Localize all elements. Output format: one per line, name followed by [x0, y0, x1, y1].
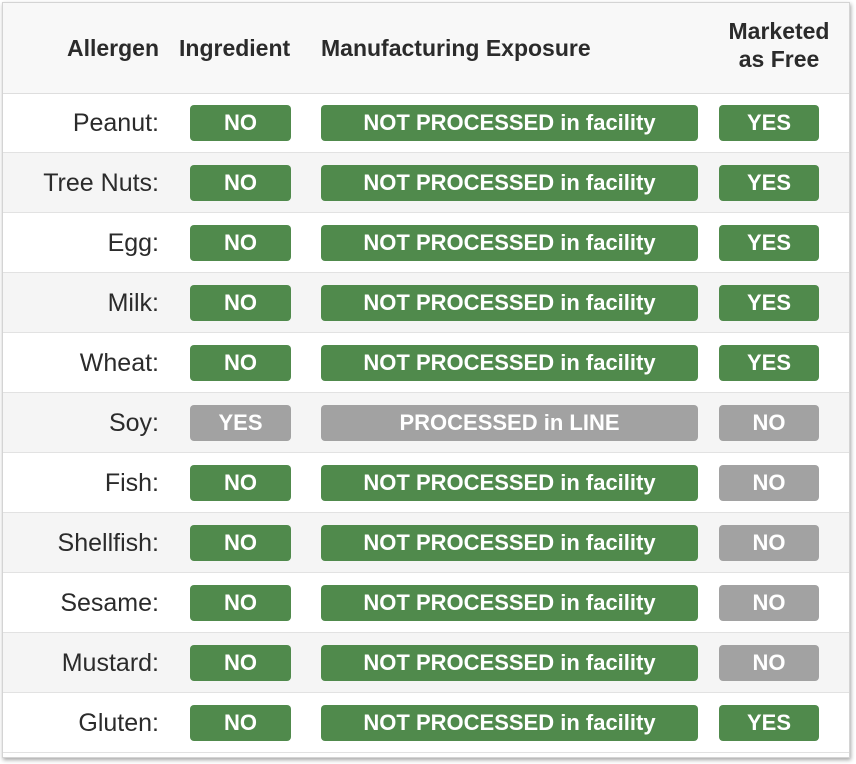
header-ingredient: Ingredient: [179, 35, 291, 61]
ingredient-badge: NO: [190, 705, 291, 741]
exposure-badge: PROCESSED in LINE: [321, 405, 698, 441]
marketed-free-badge: YES: [719, 705, 819, 741]
header-marketed-as-free: Marketed as Free: [719, 17, 839, 73]
allergen-label: Soy:: [108, 409, 159, 437]
table-row: Tree Nuts: NO NOT PROCESSED in facility YES: [3, 153, 849, 213]
exposure-badge: NOT PROCESSED in facility: [321, 645, 698, 681]
marketed-free-badge: YES: [719, 345, 819, 381]
marketed-free-badge: NO: [719, 525, 819, 561]
marketed-free-badge: NO: [719, 585, 819, 621]
table-row: Soy: YES PROCESSED in LINE NO: [3, 393, 849, 453]
ingredient-badge: NO: [190, 525, 291, 561]
marketed-free-badge: NO: [719, 405, 819, 441]
allergen-label: Shellfish:: [57, 529, 159, 557]
allergen-label: Egg:: [107, 229, 159, 257]
marketed-free-badge: YES: [719, 165, 819, 201]
exposure-badge: NOT PROCESSED in facility: [321, 285, 698, 321]
exposure-badge: NOT PROCESSED in facility: [321, 345, 698, 381]
table-row: Milk: NO NOT PROCESSED in facility YES: [3, 273, 849, 333]
table-row: Fish: NO NOT PROCESSED in facility NO: [3, 453, 849, 513]
ingredient-badge: NO: [190, 345, 291, 381]
header-marketed-line2: as Free: [738, 46, 820, 72]
ingredient-badge: NO: [190, 285, 291, 321]
allergen-label: Milk:: [107, 289, 159, 317]
exposure-badge: NOT PROCESSED in facility: [321, 225, 698, 261]
allergen-label: Wheat:: [79, 349, 159, 377]
marketed-free-badge: YES: [719, 225, 819, 261]
marketed-free-badge: NO: [719, 465, 819, 501]
allergen-label: Gluten:: [78, 709, 159, 737]
table-row: Egg: NO NOT PROCESSED in facility YES: [3, 213, 849, 273]
marketed-free-badge: YES: [719, 105, 819, 141]
exposure-badge: NOT PROCESSED in facility: [321, 705, 698, 741]
allergen-label: Peanut:: [72, 109, 159, 137]
ingredient-badge: NO: [190, 105, 291, 141]
table-row: Mustard: NO NOT PROCESSED in facility NO: [3, 633, 849, 693]
header-manufacturing-exposure: Manufacturing Exposure: [321, 35, 591, 61]
ingredient-badge: YES: [190, 405, 291, 441]
allergen-label: Mustard:: [61, 649, 159, 677]
ingredient-badge: NO: [190, 225, 291, 261]
header-allergen: Allergen: [66, 35, 159, 61]
table-row: Peanut: NO NOT PROCESSED in facility YES: [3, 93, 849, 153]
ingredient-badge: NO: [190, 645, 291, 681]
exposure-badge: NOT PROCESSED in facility: [321, 105, 698, 141]
exposure-badge: NOT PROCESSED in facility: [321, 525, 698, 561]
header-marketed-line1: Marketed: [728, 18, 830, 44]
marketed-free-badge: NO: [719, 645, 819, 681]
allergen-label: Sesame:: [60, 589, 159, 617]
marketed-free-badge: YES: [719, 285, 819, 321]
exposure-badge: NOT PROCESSED in facility: [321, 165, 698, 201]
allergen-label: Tree Nuts:: [43, 169, 159, 197]
table-row: Wheat: NO NOT PROCESSED in facility YES: [3, 333, 849, 393]
table-row: Gluten: NO NOT PROCESSED in facility YES: [3, 693, 849, 753]
ingredient-badge: NO: [190, 465, 291, 501]
table-header: Allergen Ingredient Manufacturing Exposu…: [3, 3, 849, 94]
allergen-label: Fish:: [104, 469, 159, 497]
ingredient-badge: NO: [190, 585, 291, 621]
table-row: Shellfish: NO NOT PROCESSED in facility NO: [3, 513, 849, 573]
exposure-badge: NOT PROCESSED in facility: [321, 585, 698, 621]
exposure-badge: NOT PROCESSED in facility: [321, 465, 698, 501]
ingredient-badge: NO: [190, 165, 291, 201]
table-row: Sesame: NO NOT PROCESSED in facility NO: [3, 573, 849, 633]
